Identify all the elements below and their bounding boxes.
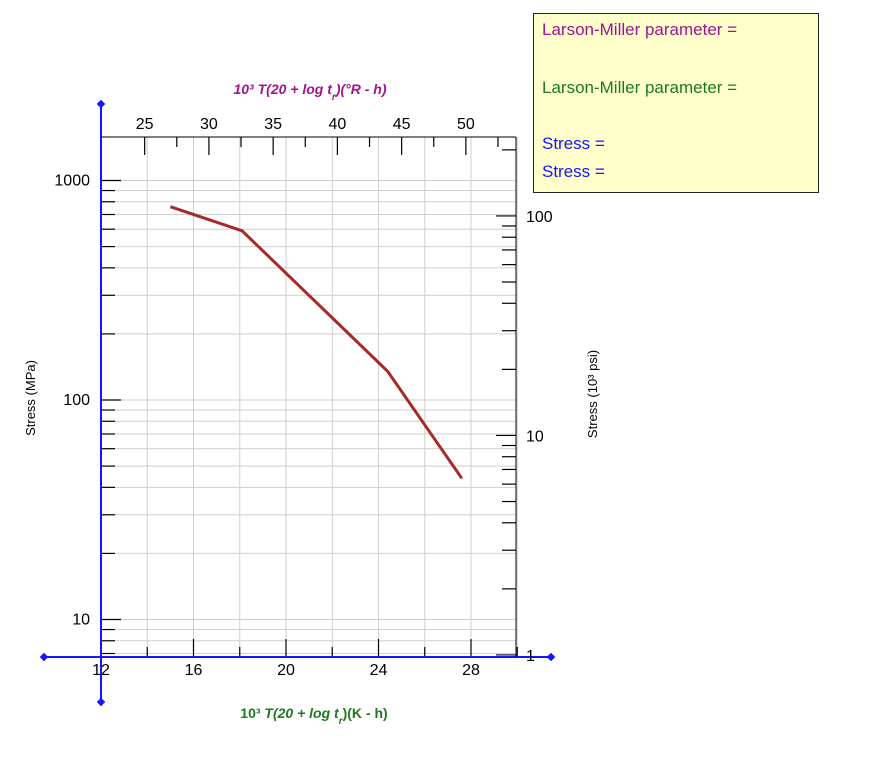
lm-parameter-label-kelvin: Larson-Miller parameter = <box>542 78 738 97</box>
larson-miller-curve <box>169 205 464 480</box>
top-tick-label: 35 <box>264 116 282 133</box>
bottom-tick-label: 16 <box>185 662 203 679</box>
top-tick-label: 25 <box>136 116 154 133</box>
top-axis-title: 10³ T(20 + log tr)(°R - h) <box>233 81 386 103</box>
stress-label-mpa: Stress = <box>542 134 605 153</box>
bottom-tick-label: 20 <box>277 662 295 679</box>
axis-handle-icon <box>546 652 556 662</box>
right-tick-label: 100 <box>526 209 553 226</box>
top-tick-label: 45 <box>393 116 411 133</box>
top-tick-label: 50 <box>457 116 475 133</box>
left-tick-label: 10 <box>72 612 90 629</box>
tick-labels: 12 16 20 24 28 25 30 35 40 45 50 10 100 1000 1 10 100 <box>54 116 552 679</box>
left-tick-label: 100 <box>63 392 90 409</box>
right-tick-label: 1 <box>526 648 535 665</box>
axis-handle-icon <box>96 99 106 109</box>
bottom-tick-label: 28 <box>462 662 480 679</box>
bottom-tick-label: 12 <box>92 662 110 679</box>
lm-parameter-label-rankine: Larson-Miller parameter = <box>542 20 738 39</box>
axes <box>39 99 556 707</box>
grid-lines <box>101 137 518 657</box>
data-series <box>169 205 464 480</box>
axis-handle-icon <box>39 652 49 662</box>
bottom-axis-title: 10³ T(20 + log tr)(K - h) <box>240 705 387 727</box>
top-tick-label: 30 <box>200 116 218 133</box>
axis-handle-icon <box>96 697 106 707</box>
left-tick-label: 1000 <box>54 173 90 190</box>
stress-label-psi: Stress = <box>542 162 605 181</box>
top-tick-label: 40 <box>328 116 346 133</box>
left-axis-title: Stress (MPa) <box>23 360 38 436</box>
parameter-readout-box: Larson-Miller parameter = Larson-Miller … <box>533 13 819 193</box>
right-tick-label: 10 <box>526 428 544 445</box>
bottom-tick-label: 24 <box>370 662 388 679</box>
right-axis-title: Stress (10³ psi) <box>585 350 600 438</box>
